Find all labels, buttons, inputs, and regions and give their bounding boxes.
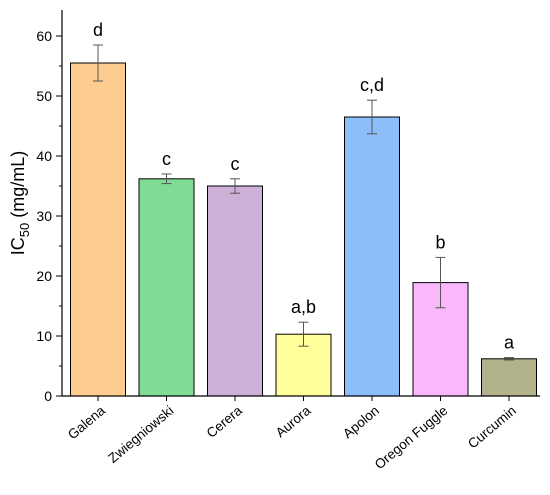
y-tick-label: 0	[44, 388, 52, 404]
significance-label: a,b	[291, 297, 316, 317]
error-bars-layer	[93, 44, 514, 361]
bar-aurora	[275, 333, 332, 397]
axes-layer	[61, 10, 540, 397]
significance-label: a	[504, 333, 515, 353]
x-tick-label: Oregon Fuggle	[372, 403, 451, 472]
bar-cerera	[207, 185, 263, 397]
x-tick-label: Galena	[65, 403, 108, 443]
x-tick-label: Aurora	[273, 402, 314, 440]
x-tick-label: Apolon	[340, 403, 382, 442]
y-tick-label: 50	[36, 88, 52, 104]
significance-labels-layer: d c c a,b c,d b a	[93, 20, 515, 353]
x-tick-label: Cerera	[204, 402, 246, 440]
significance-label: c	[162, 149, 171, 169]
bar-zwiegniowski	[138, 178, 195, 397]
bar-galena	[70, 62, 126, 397]
y-axis-label-main: IC	[8, 237, 28, 255]
y-ticks-layer: 0 10 20 30 40 50 60	[36, 28, 510, 404]
y-tick-label: 60	[36, 28, 52, 44]
y-tick-label: 40	[36, 148, 52, 164]
x-tick-label: Curcumin	[465, 403, 519, 452]
x-tick-label: Zwiegniowski	[105, 403, 176, 466]
y-axis-label: IC50 (mg/mL)	[8, 151, 32, 255]
significance-label: b	[435, 232, 445, 252]
y-axis-label-unit: (mg/mL)	[8, 151, 28, 223]
significance-label: c	[231, 154, 240, 174]
bar-apolon	[344, 116, 400, 397]
bar-curcumin	[481, 358, 537, 397]
significance-label: d	[93, 20, 103, 40]
y-tick-label: 30	[36, 208, 52, 224]
significance-label: c,d	[360, 75, 384, 95]
y-axis-label-subscript: 50	[17, 223, 32, 237]
y-tick-label: 10	[36, 328, 52, 344]
y-tick-label: 20	[36, 268, 52, 284]
